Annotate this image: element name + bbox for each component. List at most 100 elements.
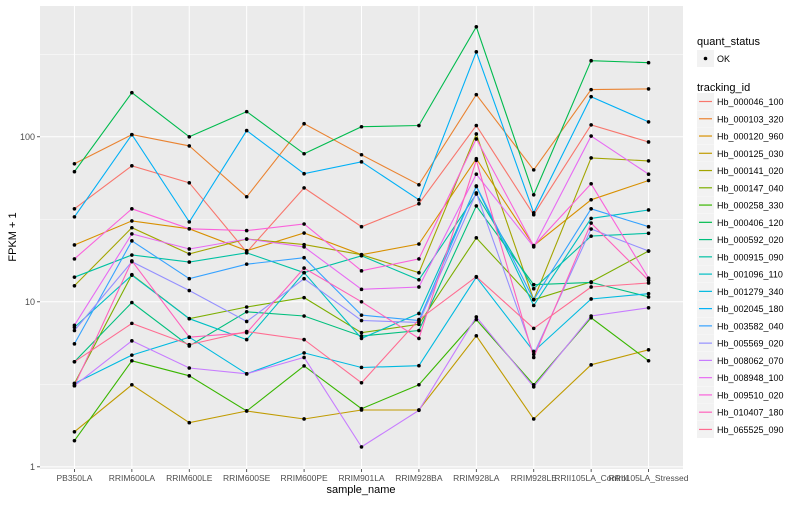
data-point <box>359 224 364 229</box>
data-point <box>187 220 192 224</box>
data-point <box>244 194 249 199</box>
data-point <box>187 366 192 370</box>
data-point <box>531 192 536 197</box>
data-point <box>589 181 593 186</box>
legend-label: Hb_000125_030 <box>717 149 784 159</box>
data-point <box>359 330 364 335</box>
data-point <box>130 253 134 257</box>
data-point <box>187 288 192 293</box>
data-point <box>130 132 134 137</box>
y-tick-label: 100 <box>20 132 35 142</box>
data-point <box>646 249 651 253</box>
y-axis-title: FPKM + 1 <box>7 212 19 261</box>
legend-label: Hb_000103_320 <box>717 114 784 124</box>
data-point <box>474 334 479 338</box>
data-point <box>302 295 306 300</box>
data-point <box>646 208 651 212</box>
data-point <box>646 140 651 144</box>
data-point <box>72 383 77 388</box>
data-point <box>474 132 479 136</box>
legend-label: Hb_000147_040 <box>717 183 784 193</box>
data-point <box>589 134 593 138</box>
data-point <box>72 243 77 247</box>
data-point <box>244 409 249 413</box>
data-point <box>646 120 651 124</box>
data-point <box>474 50 479 54</box>
data-point <box>130 163 134 168</box>
data-point <box>72 359 77 364</box>
data-point <box>187 342 192 347</box>
data-point <box>302 151 306 156</box>
data-point <box>244 337 249 342</box>
data-point <box>417 320 421 325</box>
data-point <box>244 319 249 324</box>
x-tick-label: PB350LA <box>56 473 92 483</box>
data-point <box>187 420 192 425</box>
data-point <box>589 234 593 238</box>
legend-label: Hb_001279_340 <box>717 287 784 297</box>
legend: quant_status OK tracking_id Hb_000046_10… <box>697 36 784 438</box>
data-point <box>244 128 249 133</box>
data-point <box>474 158 479 163</box>
data-point <box>302 231 306 235</box>
data-point <box>244 372 249 376</box>
data-point <box>359 380 364 385</box>
data-point <box>589 221 593 225</box>
data-point <box>72 430 77 434</box>
data-point <box>130 219 134 223</box>
data-point <box>187 316 192 321</box>
data-point <box>359 336 364 341</box>
data-point <box>187 247 192 251</box>
data-point <box>359 253 364 258</box>
data-point <box>417 197 421 202</box>
legend-label: Hb_009510_020 <box>717 390 784 400</box>
data-point <box>359 152 364 157</box>
data-point <box>302 351 306 355</box>
data-point <box>417 182 421 187</box>
data-point <box>187 335 192 340</box>
data-point <box>302 355 306 360</box>
data-point <box>130 207 134 211</box>
data-point <box>302 337 306 342</box>
legend-point-ok <box>703 56 708 61</box>
data-point <box>302 186 306 190</box>
data-point <box>646 295 651 299</box>
data-point <box>72 342 77 346</box>
data-point <box>130 90 134 95</box>
data-point <box>531 355 536 360</box>
data-point <box>187 276 192 281</box>
legend-label: Hb_000120_960 <box>717 132 784 142</box>
data-point <box>474 236 479 240</box>
data-point <box>72 161 77 166</box>
data-point <box>589 216 593 221</box>
data-point <box>646 347 651 352</box>
data-point <box>474 24 479 29</box>
x-tick-label: RRIM928BA <box>395 473 443 483</box>
data-point <box>474 204 479 208</box>
data-point <box>646 172 651 177</box>
x-tick-label: RRIM901LA <box>338 473 385 483</box>
data-point <box>646 278 651 283</box>
legend-label-ok: OK <box>717 54 730 64</box>
data-point <box>72 283 77 288</box>
data-point <box>359 445 364 449</box>
data-point <box>72 328 77 333</box>
x-tick-label: RRII105LA_Stressed <box>609 473 689 483</box>
data-point <box>589 94 593 99</box>
data-point <box>417 317 421 322</box>
data-point <box>417 328 421 333</box>
data-point <box>359 299 364 304</box>
data-point <box>130 300 134 305</box>
data-point <box>72 215 77 219</box>
data-point <box>474 184 479 188</box>
data-point <box>531 352 536 357</box>
data-point <box>531 326 536 331</box>
data-point <box>130 225 134 230</box>
data-point <box>531 349 536 354</box>
data-point <box>302 417 306 421</box>
data-point <box>474 315 479 319</box>
data-point <box>244 329 249 334</box>
data-point <box>589 280 593 285</box>
data-point <box>359 365 364 370</box>
